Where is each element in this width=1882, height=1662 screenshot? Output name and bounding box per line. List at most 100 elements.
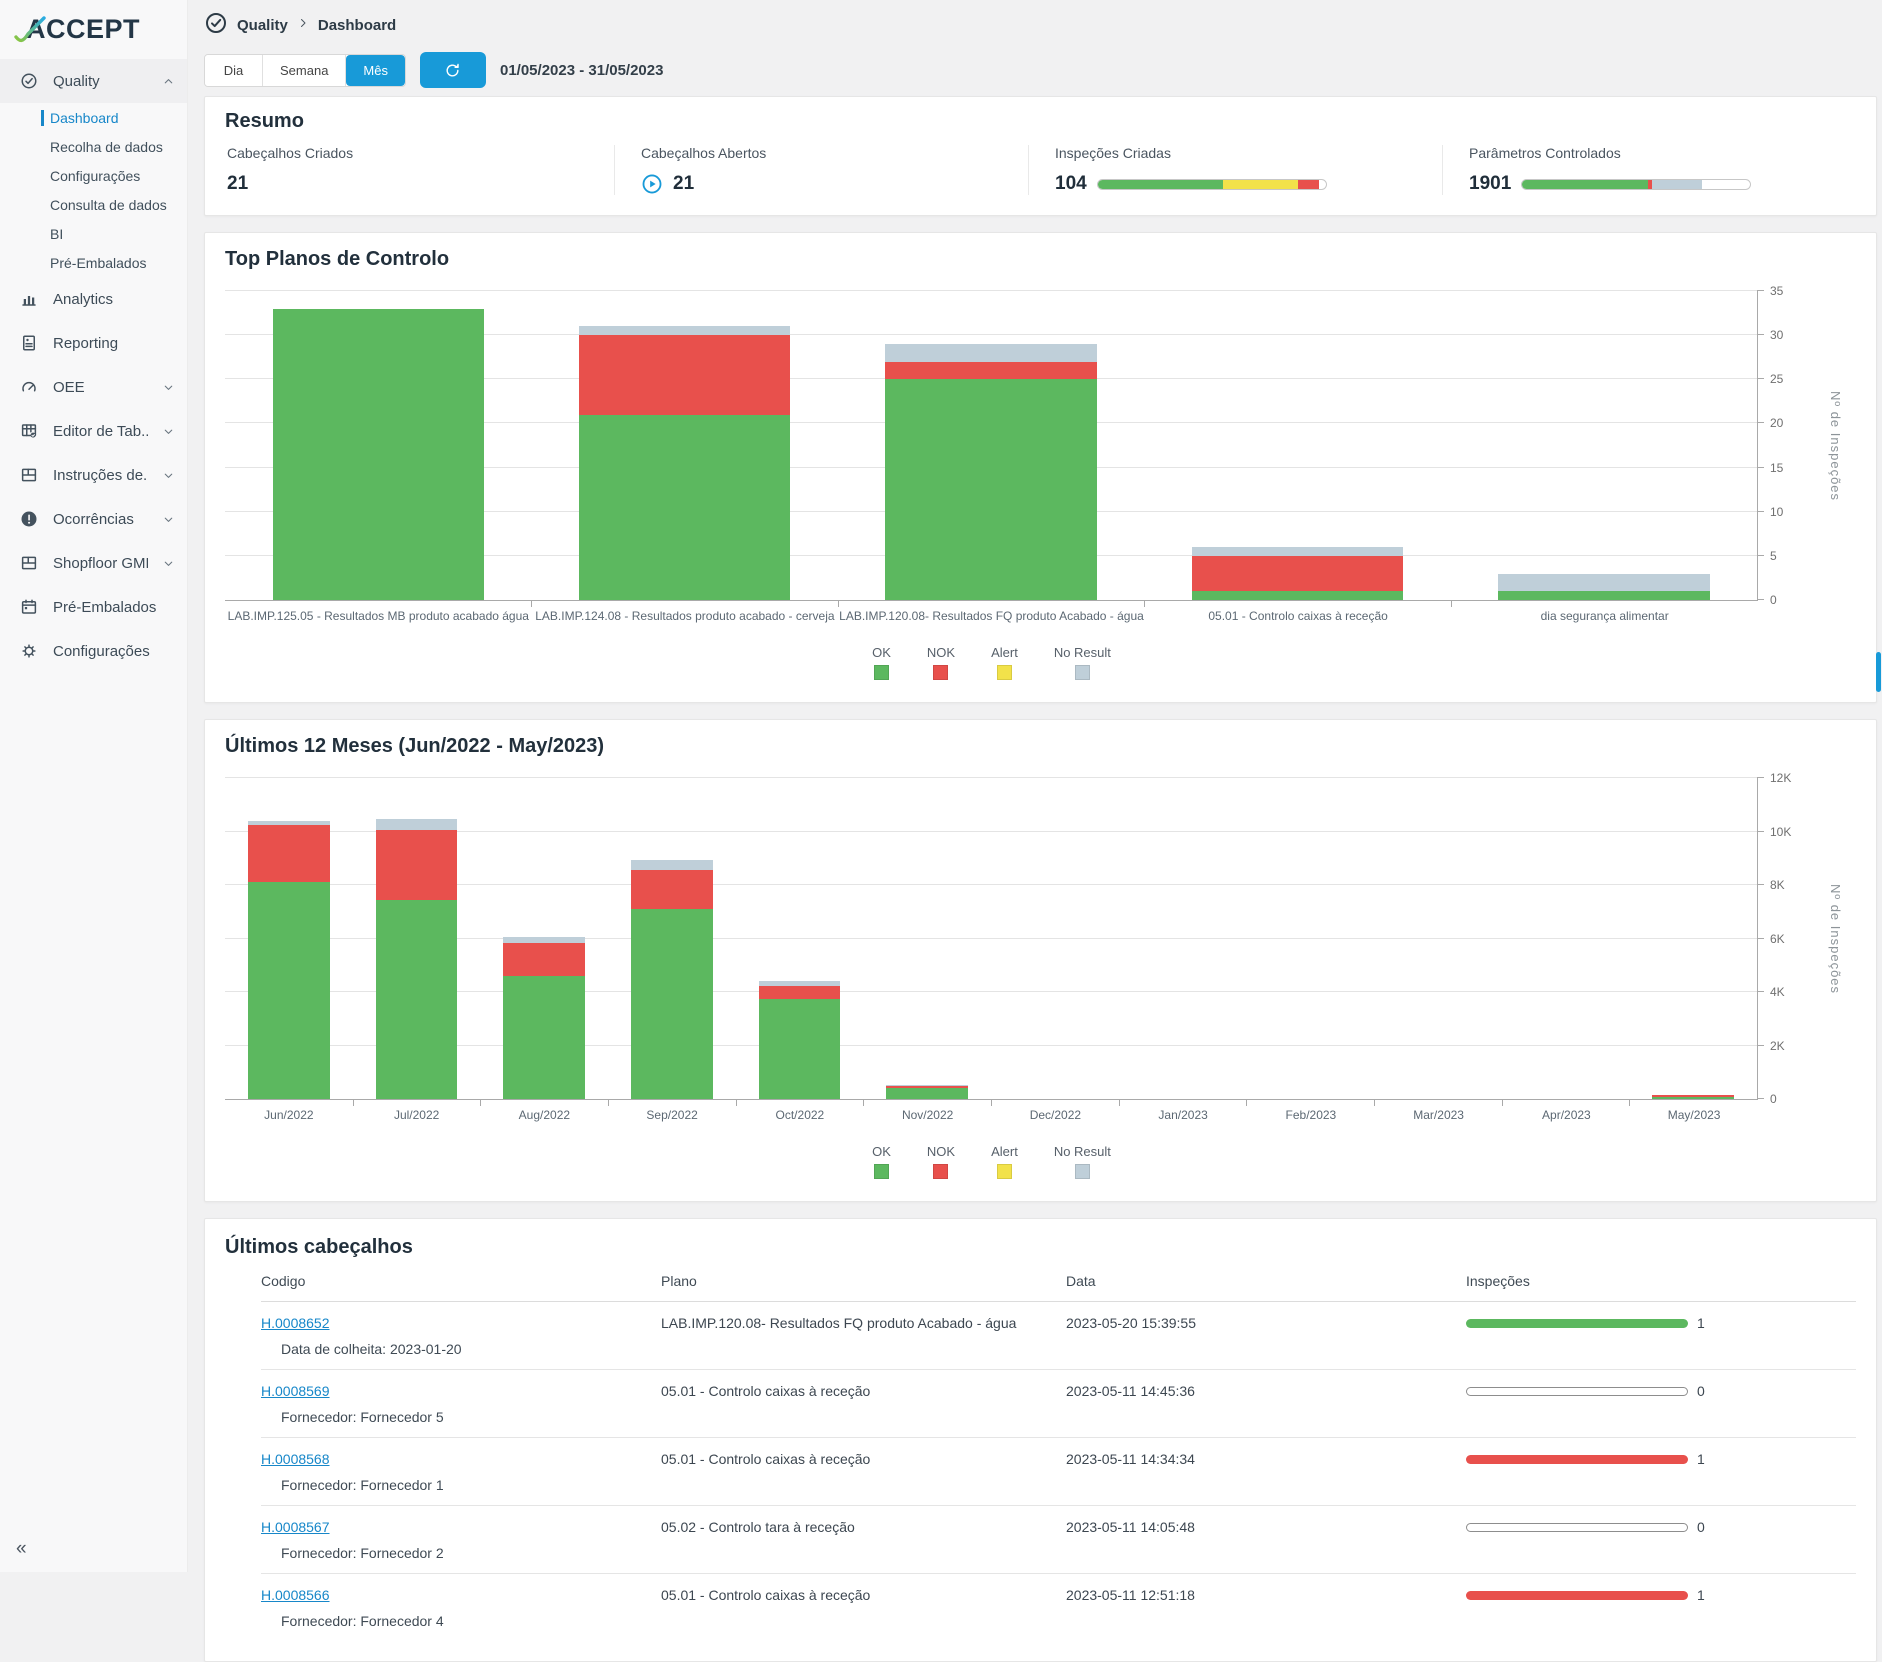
y-axis-title: Nº de Inspeções (1828, 883, 1843, 994)
sidebar-item-label: Consulta de dados (50, 196, 167, 213)
period-button-semana[interactable]: Semana (263, 54, 347, 86)
sidebar-item-analytics[interactable]: Analytics (0, 277, 187, 321)
sidebar-item-shopfloor-gml[interactable]: Shopfloor GML (0, 541, 187, 585)
stacked-bar[interactable] (1269, 778, 1351, 1099)
stacked-bar[interactable] (631, 778, 713, 1099)
x-axis-label: LAB.IMP.120.08- Resultados FQ produto Ac… (839, 609, 1144, 623)
stacked-bar[interactable] (247, 778, 330, 1099)
sidebar-item-oee[interactable]: OEE (0, 365, 187, 409)
x-axis-label: Dec/2022 (1029, 1108, 1082, 1122)
bar-slot (736, 778, 864, 1099)
stacked-bar[interactable] (272, 291, 484, 600)
stacked-bar[interactable] (1525, 778, 1607, 1099)
last-12-months-chart: 0 2K 4K 6K 8K 10K 12K Nº de Inspeções Jun/2022 Ju… (225, 771, 1856, 1179)
sidebar-item-instrucoes-de[interactable]: Instruções de... (0, 453, 187, 497)
sidebar-item-pre-embalados[interactable]: Pré-Embalados (0, 248, 187, 277)
column-header-data: Data (1066, 1273, 1096, 1289)
sidebar-item-ocorrencias[interactable]: Ocorrências (0, 497, 187, 541)
legend-item-ok[interactable]: OK (872, 645, 891, 680)
period-button-mes[interactable]: Mês (346, 54, 405, 86)
legend-item-alert[interactable]: Alert (991, 1144, 1018, 1179)
bar-slot (991, 778, 1119, 1099)
stacked-bar[interactable] (885, 291, 1097, 600)
recent-headers-table: Codigo Plano Data Inspeções H.0008652 LAB.IMP… (261, 1273, 1856, 1641)
inspections-cell: 1 (1466, 1451, 1856, 1467)
sidebar-item-pre-embalados[interactable]: Pré-Embalados (0, 585, 187, 629)
table-row: H.0008567 05.02 - Controlo tara à receção… (261, 1506, 1856, 1574)
legend-item-no-result[interactable]: No Result (1054, 1144, 1111, 1179)
bar-segment-nok (1652, 1094, 1735, 1098)
legend-item-ok[interactable]: OK (872, 1144, 891, 1179)
refresh-button[interactable] (419, 52, 486, 88)
x-axis-tick (1118, 1099, 1120, 1106)
inspections-bar (1466, 1318, 1688, 1328)
stacked-bar[interactable] (1652, 778, 1735, 1099)
sidebar-item-recolha-de-dados[interactable]: Recolha de dados (0, 132, 187, 161)
stacked-bar[interactable] (886, 778, 969, 1099)
sidebar-item-dashboard[interactable]: Dashboard (0, 103, 187, 132)
y-axis-tick (1757, 334, 1764, 336)
stacked-bar[interactable] (1014, 778, 1096, 1099)
scrollbar-thumb[interactable] (1876, 652, 1881, 692)
legend-item-alert[interactable]: Alert (991, 645, 1018, 680)
calendar-icon (19, 597, 39, 617)
sidebar-item-editor-de-tab[interactable]: Editor de Tab... (0, 409, 187, 453)
inspections-cell: 0 (1466, 1383, 1856, 1399)
code-link[interactable]: H.0008568 (261, 1451, 330, 1467)
stacked-bar[interactable] (1498, 291, 1710, 600)
code-link[interactable]: H.0008567 (261, 1519, 330, 1535)
inspections-count: 0 (1697, 1383, 1705, 1399)
stacked-bar[interactable] (375, 778, 458, 1099)
x-axis-label: LAB.IMP.125.05 - Resultados MB produto a… (227, 609, 529, 623)
legend-swatch (996, 1164, 1012, 1179)
summary-stat-inspecoes-criadas: Inspeções Criadas 104 (1028, 145, 1442, 195)
legend-label: OK (872, 645, 891, 660)
stacked-bar[interactable] (578, 291, 791, 600)
gridline (225, 884, 1757, 885)
code-link[interactable]: H.0008566 (261, 1587, 330, 1603)
stacked-bar[interactable] (1191, 291, 1404, 600)
sidebar-item-configuracoes[interactable]: Configurações (0, 629, 187, 673)
sidebar-collapse-button[interactable]: « (16, 1538, 27, 1559)
row-subtext: Fornecedor: Fornecedor 1 (281, 1477, 444, 1493)
y-axis-tick (1757, 378, 1764, 380)
bar-segment-no_result (758, 981, 841, 986)
legend-item-nok[interactable]: NOK (927, 1144, 955, 1179)
sidebar-item-label: BI (50, 225, 64, 242)
row-subtext: Data de colheita: 2023-01-20 (281, 1341, 462, 1357)
breadcrumb-section[interactable]: Quality (237, 16, 288, 34)
y-axis-tick-label: 12K (1770, 771, 1792, 785)
legend-item-no-result[interactable]: No Result (1054, 645, 1111, 680)
sidebar-item-consulta-de-dados[interactable]: Consulta de dados (0, 190, 187, 219)
chart-wrap: 0 2K 4K 6K 8K 10K 12K Nº de Inspeções Jun/2022 Ju… (225, 771, 1856, 1179)
summary-stat-cabecalhos-criados: Cabeçalhos Criados 21 (225, 145, 614, 195)
bar-slot (480, 778, 608, 1099)
stacked-bar[interactable] (1397, 778, 1479, 1099)
x-axis-tick (1246, 1099, 1248, 1106)
period-button-dia[interactable]: Dia (205, 54, 263, 86)
chart-plot-area: 0 2K 4K 6K 8K 10K 12K Nº de Inspeções (225, 771, 1843, 1106)
legend-item-nok[interactable]: NOK (927, 645, 955, 680)
sidebar-item-configuracoes[interactable]: Configurações (0, 161, 187, 190)
column-header-inspecoes: Inspeções (1466, 1273, 1530, 1289)
sidebar-item-quality[interactable]: Quality (0, 59, 187, 103)
data-cell: 2023-05-11 14:45:36 (1066, 1383, 1195, 1399)
chevron-down-icon (162, 557, 175, 570)
play-circle-icon[interactable] (641, 173, 663, 195)
summary-stat-parametros-controlados: Parâmetros Controlados 1901 (1442, 145, 1856, 195)
x-axis-label: Oct/2022 (775, 1108, 825, 1122)
report-icon (19, 333, 39, 353)
stacked-bar[interactable] (758, 778, 841, 1099)
legend-swatch (874, 1164, 889, 1179)
code-link[interactable]: H.0008652 (261, 1315, 330, 1331)
bar-segment-ok (758, 998, 841, 1099)
stacked-bar[interactable] (503, 778, 586, 1099)
code-link[interactable]: H.0008569 (261, 1383, 330, 1399)
gridline (225, 290, 1757, 291)
sidebar-item-bi[interactable]: BI (0, 219, 187, 248)
stacked-bar[interactable] (1142, 778, 1224, 1099)
sidebar-item-reporting[interactable]: Reporting (0, 321, 187, 365)
summary-stat-cabecalhos-abertos: Cabeçalhos Abertos 21 (614, 145, 1028, 195)
app-logo[interactable]: ACCEPT (0, 0, 187, 59)
bar-slot (353, 778, 481, 1099)
